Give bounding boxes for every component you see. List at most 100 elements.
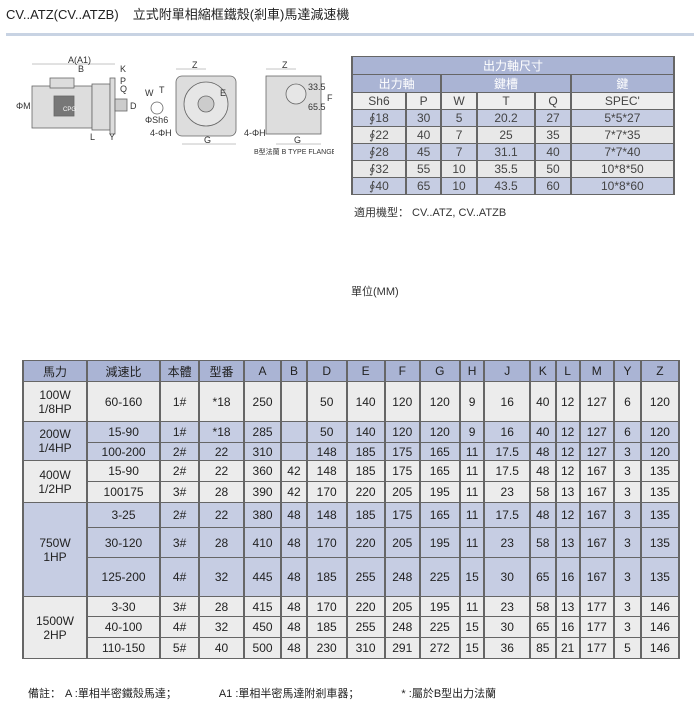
table-cell: 60 xyxy=(534,177,572,195)
table-cell: 135 xyxy=(639,460,681,482)
column-header: K xyxy=(528,360,557,382)
table-cell: 12 xyxy=(554,381,581,422)
table-cell: 28 xyxy=(198,596,245,617)
column-header: B xyxy=(280,360,308,382)
table-cell: 205 xyxy=(383,596,421,617)
table-cell: 3 xyxy=(613,481,642,503)
table-cell: 58 xyxy=(528,596,557,617)
table-cell: 16 xyxy=(554,616,581,638)
dimension-drawing: A(A1) B K P Q ΦM D L Y W T ΦSh6 CPG Z E … xyxy=(16,56,334,156)
table-cell: 17.5 xyxy=(483,460,531,482)
power-label: 400W xyxy=(39,467,71,482)
table-cell: 7 xyxy=(440,126,478,144)
table-cell: 50 xyxy=(305,421,348,443)
table-cell: 167 xyxy=(578,481,616,503)
table-cell: 42 xyxy=(280,460,308,482)
table-cell: 65 xyxy=(404,177,443,195)
table-cell: 310 xyxy=(242,442,283,461)
dim-w: W xyxy=(145,88,154,98)
table-cell: 140 xyxy=(345,421,386,443)
table-row: ∮18 30 5 20.2 27 5*5*27 xyxy=(351,109,676,127)
table-cell: 225 xyxy=(418,616,461,638)
applicable-models: 適用機型： CV..ATZ, CV..ATZB xyxy=(354,207,507,219)
power-cell: 200W 1/4HP xyxy=(22,421,88,461)
table-cell: 15-90 xyxy=(85,421,162,443)
table-cell: 9 xyxy=(458,421,486,443)
power-cell: 100W 1/8HP xyxy=(22,381,88,422)
table-cell: 23 xyxy=(483,527,531,558)
dim-f2: 65.5 xyxy=(308,102,326,112)
table-cell: 13 xyxy=(554,527,581,558)
dim-h: 4-ΦH xyxy=(150,128,172,138)
column-header: 本體 xyxy=(159,360,201,382)
table-cell: 3# xyxy=(159,527,201,558)
table-cell: 32 xyxy=(198,616,245,638)
table-cell: 36 xyxy=(483,637,531,659)
power-label: 1HP xyxy=(43,549,67,564)
column-header: J xyxy=(483,360,531,382)
table-cell: 110-150 xyxy=(85,637,162,659)
table-cell: 120 xyxy=(383,381,421,422)
table-cell: 10*8*60 xyxy=(569,177,676,195)
table-cell: 11 xyxy=(458,460,486,482)
table-cell: 43.5 xyxy=(475,177,537,195)
table-cell: 12 xyxy=(554,460,581,482)
table-cell: 7 xyxy=(440,143,478,161)
table-cell: 146 xyxy=(639,637,681,659)
dim-h-b: 4-ΦH xyxy=(244,128,266,138)
dim-d: D xyxy=(130,101,137,111)
column-header: 型番 xyxy=(198,360,245,382)
table-cell: 17.5 xyxy=(483,502,531,528)
table-cell: 225 xyxy=(418,557,461,597)
column-header: E xyxy=(345,360,386,382)
table-cell: 165 xyxy=(418,502,461,528)
table-cell: 9 xyxy=(458,381,486,422)
table-row: ∮32 55 10 35.5 50 10*8*50 xyxy=(351,160,676,178)
dim-p: P xyxy=(120,76,126,86)
table-cell: 148 xyxy=(305,502,348,528)
table-cell: 170 xyxy=(305,596,348,617)
dim-k: K xyxy=(120,64,126,74)
table-cell: 6 xyxy=(613,421,642,443)
table-cell: 100175 xyxy=(85,481,162,503)
note-star: * :屬於B型出力法蘭 xyxy=(401,688,497,700)
power-cell: 750W 1HP xyxy=(22,502,88,597)
table-cell: 185 xyxy=(305,557,348,597)
power-label: 200W xyxy=(39,427,71,441)
table-cell: 205 xyxy=(383,527,421,558)
table-cell: 291 xyxy=(383,637,421,659)
table-cell: 445 xyxy=(242,557,283,597)
table-cell: 195 xyxy=(418,596,461,617)
table-cell: 146 xyxy=(639,616,681,638)
dim-z-b: Z xyxy=(282,60,288,70)
table-cell: 48 xyxy=(528,442,557,461)
table-cell: 167 xyxy=(578,502,616,528)
table-cell: 13 xyxy=(554,596,581,617)
table-cell: 2# xyxy=(159,442,201,461)
column-header: W xyxy=(440,92,478,110)
dim-f1: 33.5 xyxy=(308,82,326,92)
flange-caption: B型法蘭 B TYPE FLANGE xyxy=(254,147,334,156)
table-cell: 135 xyxy=(639,557,681,597)
table-cell: 60-160 xyxy=(85,381,162,422)
table-cell: 120 xyxy=(639,381,681,422)
table-cell: 140 xyxy=(345,381,386,422)
column-header: Q xyxy=(534,92,572,110)
table-cell: 120 xyxy=(639,421,681,443)
table-cell: 272 xyxy=(418,637,461,659)
table-cell: 500 xyxy=(242,637,283,659)
divider xyxy=(6,33,694,36)
table-cell: 250 xyxy=(242,381,283,422)
table-cell: ∮18 xyxy=(351,109,407,127)
table-cell: 100-200 xyxy=(85,442,162,461)
table-cell: 27 xyxy=(534,109,572,127)
column-header: Y xyxy=(613,360,642,382)
table-row: 30-120 3# 28 410 48 170 220 205 195 11 23 58 13 167 3 1… xyxy=(23,527,681,558)
column-header: A xyxy=(242,360,283,382)
table-cell: 48 xyxy=(528,460,557,482)
table-cell: 3# xyxy=(159,481,201,503)
table-cell: 25 xyxy=(475,126,537,144)
dim-l: L xyxy=(90,132,95,142)
table-cell: 3# xyxy=(159,596,201,617)
table-cell: 48 xyxy=(280,616,308,638)
